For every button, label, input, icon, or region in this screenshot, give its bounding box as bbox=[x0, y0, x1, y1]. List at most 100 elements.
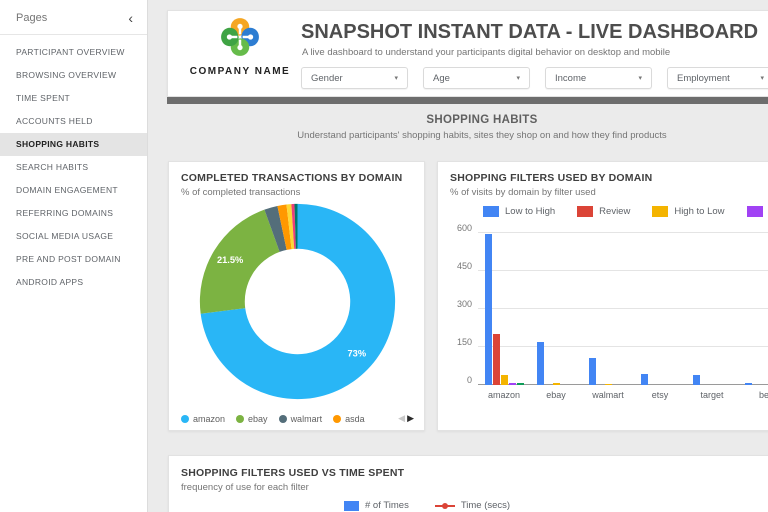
legend-label: Time (secs) bbox=[460, 500, 511, 511]
combo-chart-subtitle: frequency of use for each filter bbox=[181, 482, 309, 493]
legend-item-of-times: # of Times bbox=[344, 500, 409, 511]
sidebar-item-search-habits[interactable]: SEARCH HABITS bbox=[16, 162, 89, 172]
gridline bbox=[478, 346, 768, 347]
bar-ebay-low-to-high[interactable] bbox=[536, 341, 544, 385]
bar-chart-subtitle: % of visits by domain by filter used bbox=[450, 187, 596, 198]
x-axis-label-amazon: amazon bbox=[487, 390, 521, 400]
filter-dropdown-income[interactable]: Income ▾ bbox=[545, 67, 652, 89]
bar-etsy-low-to-high[interactable] bbox=[640, 373, 648, 385]
page-title: SNAPSHOT INSTANT DATA - LIVE DASHBOARD bbox=[301, 21, 759, 43]
filter-label: Gender bbox=[311, 72, 343, 84]
legend-label: # of Times bbox=[365, 500, 409, 511]
gridline bbox=[478, 384, 768, 385]
bar-group-ebay bbox=[530, 233, 582, 385]
chevron-down-icon: ▾ bbox=[638, 75, 642, 82]
donut-slice-walmart[interactable] bbox=[264, 205, 287, 252]
legend-pager: ◀ ▶ bbox=[398, 413, 414, 424]
bar-amazon-review[interactable] bbox=[492, 334, 500, 385]
x-axis-labels: amazon ebay walmart etsy target be bbox=[478, 390, 768, 400]
sidebar-item-android-apps[interactable]: ANDROID APPS bbox=[16, 277, 84, 287]
x-axis-label-be: be bbox=[758, 390, 768, 400]
sidebar-collapse-icon[interactable]: ‹ bbox=[128, 10, 133, 26]
gridline bbox=[478, 308, 768, 309]
bar-walmart-low-to-high[interactable] bbox=[588, 358, 596, 385]
bar-ebay-high-to-low[interactable] bbox=[552, 383, 560, 385]
legend-item-low-to-high: Low to High bbox=[483, 206, 555, 217]
page-subtitle: A live dashboard to understand your part… bbox=[302, 47, 671, 58]
bar-group-target bbox=[686, 233, 738, 385]
legend-label: walmart bbox=[290, 413, 323, 424]
x-axis-label-etsy: etsy bbox=[651, 390, 669, 400]
bar-chart-card: SHOPPING FILTERS USED BY DOMAIN % of vis… bbox=[437, 161, 768, 431]
sidebar-title: Pages bbox=[16, 12, 48, 24]
legend-next-icon[interactable]: ▶ bbox=[407, 413, 414, 423]
bar-group-be bbox=[738, 233, 768, 385]
sidebar-item-browsing-overview[interactable]: BROWSING OVERVIEW bbox=[16, 70, 117, 80]
gridline bbox=[478, 270, 768, 271]
legend-label: asda bbox=[345, 413, 365, 424]
filter-label: Employment bbox=[677, 72, 730, 84]
pinwheel-logo-icon bbox=[221, 18, 259, 56]
donut-chart-title: COMPLETED TRANSACTIONS BY DOMAIN bbox=[181, 172, 403, 184]
filter-label: Age bbox=[433, 72, 450, 84]
legend-item-ebay: ebay bbox=[236, 414, 268, 424]
donut-chart-card: COMPLETED TRANSACTIONS BY DOMAIN % of co… bbox=[168, 161, 425, 431]
filter-dropdown-age[interactable]: Age ▾ bbox=[423, 67, 530, 89]
donut-slice-amazon[interactable] bbox=[200, 203, 396, 400]
y-axis-tick: 300 bbox=[456, 299, 472, 309]
bar-chart-title: SHOPPING FILTERS USED BY DOMAIN bbox=[450, 172, 653, 184]
sidebar-nav: PARTICIPANT OVERVIEW BROWSING OVERVIEW TIM… bbox=[0, 35, 147, 294]
sidebar: Pages ‹ PARTICIPANT OVERVIEW BROWSING OVE… bbox=[0, 0, 148, 512]
donut-slice-6[interactable] bbox=[294, 203, 298, 249]
bar-groups bbox=[478, 233, 768, 385]
sidebar-item-domain-engagement[interactable]: DOMAIN ENGAGEMENT bbox=[16, 185, 118, 195]
donut-slice-5[interactable] bbox=[291, 203, 296, 249]
x-axis-label-target: target bbox=[700, 390, 724, 400]
sidebar-item-time-spent[interactable]: TIME SPENT bbox=[16, 93, 71, 103]
legend-chip bbox=[746, 206, 763, 217]
bar-amazon-series[interactable] bbox=[516, 382, 524, 385]
legend-dot bbox=[333, 414, 342, 423]
sidebar-item-shopping-habits[interactable]: SHOPPING HABITS bbox=[0, 133, 147, 156]
bar-target-low-to-high[interactable] bbox=[692, 375, 700, 385]
bar-group-etsy bbox=[634, 233, 686, 385]
legend-item-newest-arrivals: Newest Arrivals bbox=[746, 206, 768, 217]
bar-be-low-to-high[interactable] bbox=[744, 382, 752, 385]
y-axis-tick: 450 bbox=[456, 261, 472, 271]
filter-dropdown-gender[interactable]: Gender ▾ bbox=[301, 67, 408, 89]
chevron-down-icon: ▾ bbox=[516, 75, 520, 82]
donut-data-label: 73% bbox=[348, 349, 367, 359]
bar-amazon-low-to-high[interactable] bbox=[484, 234, 492, 385]
bar-walmart-high-to-low[interactable] bbox=[604, 383, 612, 385]
donut-slice-asda[interactable] bbox=[277, 204, 292, 250]
legend-dot bbox=[236, 414, 245, 423]
legend-item-amazon: amazon bbox=[181, 414, 225, 424]
y-axis-tick: 150 bbox=[456, 337, 472, 347]
sidebar-item-pre-and-post-domain[interactable]: PRE AND POST DOMAIN bbox=[16, 254, 121, 264]
combo-chart-card: SHOPPING FILTERS USED VS TIME SPENT freq… bbox=[168, 455, 768, 512]
legend-chip bbox=[483, 206, 499, 217]
x-axis-label-ebay: ebay bbox=[546, 390, 566, 400]
sidebar-item-referring-domains[interactable]: REFERRING DOMAINS bbox=[16, 208, 114, 218]
legend-label: Low to High bbox=[505, 206, 556, 217]
sidebar-item-accounts-held[interactable]: ACCOUNTS HELD bbox=[16, 116, 93, 126]
gridline bbox=[478, 232, 768, 233]
filter-dropdown-employment[interactable]: Employment ▾ bbox=[667, 67, 768, 89]
main-content: COMPANY NAME SNAPSHOT INSTANT DATA - LIV… bbox=[167, 0, 768, 512]
bar-group-amazon bbox=[478, 233, 530, 385]
sidebar-item-social-media-usage[interactable]: SOCIAL MEDIA USAGE bbox=[16, 231, 114, 241]
bar-amazon-high-to-low[interactable] bbox=[500, 374, 508, 385]
sidebar-item-participant-overview[interactable]: PARTICIPANT OVERVIEW bbox=[16, 47, 125, 57]
legend-chip bbox=[577, 206, 594, 217]
donut-legend: amazon ebay walmart asda ◀ ▶ bbox=[181, 413, 414, 424]
donut-chart: 73% 21.5% bbox=[195, 199, 400, 409]
donut-slice-ebay[interactable] bbox=[199, 209, 280, 314]
sidebar-divider bbox=[0, 34, 147, 35]
bar-amazon-newest-arrivals[interactable] bbox=[508, 382, 516, 385]
donut-slice-4[interactable] bbox=[286, 204, 295, 250]
header-divider-bar bbox=[167, 97, 768, 104]
section-subtitle: Understand participants' shopping habits… bbox=[297, 130, 667, 141]
filter-label: Income bbox=[555, 72, 587, 84]
legend-label: amazon bbox=[193, 413, 226, 424]
legend-prev-icon[interactable]: ◀ bbox=[398, 413, 406, 423]
